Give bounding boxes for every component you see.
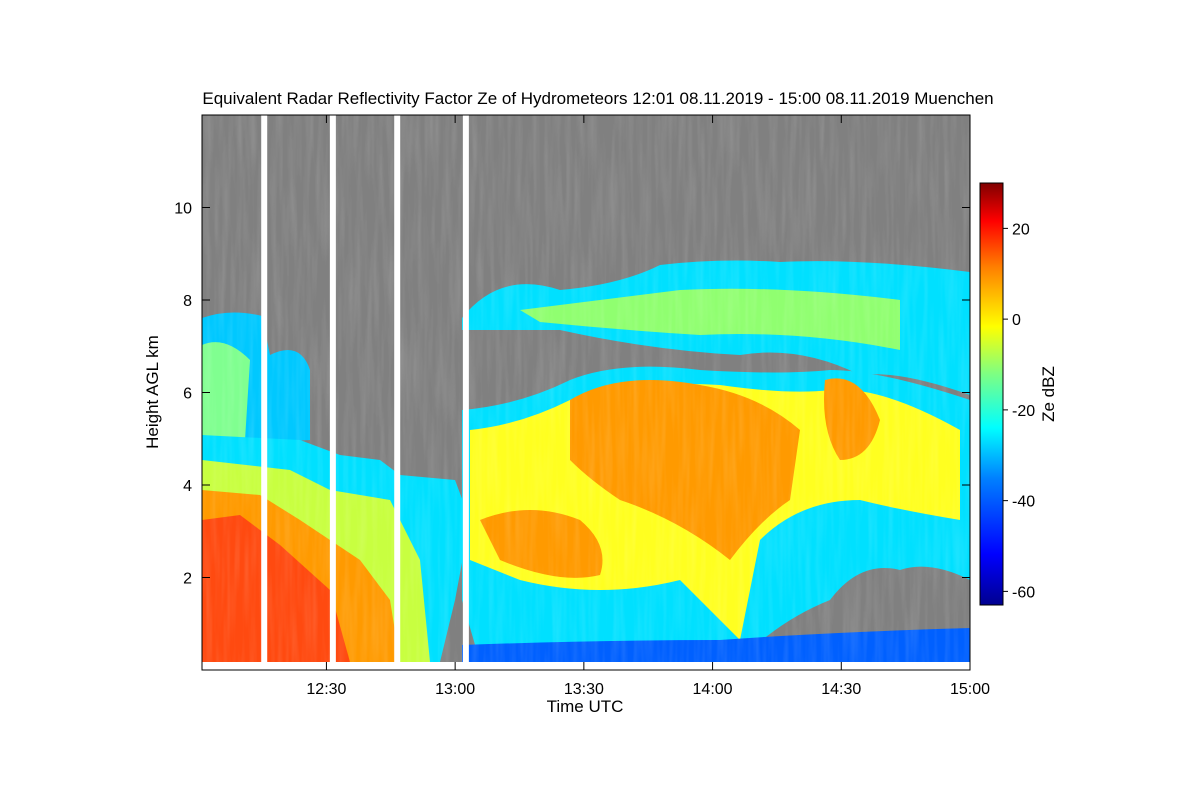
colorbar-ticks: 20 0 -20 -40 -60 bbox=[1003, 221, 1035, 601]
data-gaps bbox=[261, 115, 469, 670]
y-axis: 2 4 6 8 10 bbox=[174, 201, 970, 588]
x-tick-label: 14:00 bbox=[693, 681, 733, 698]
x-axis-label: Time UTC bbox=[547, 697, 624, 716]
colorbar-label: Ze dBZ bbox=[1039, 366, 1058, 422]
data-gap-column bbox=[462, 115, 469, 670]
data-gap-column bbox=[329, 115, 336, 670]
y-tick-label: 8 bbox=[183, 293, 192, 310]
y-tick-label: 4 bbox=[183, 478, 192, 495]
x-tick-label: 15:00 bbox=[950, 681, 990, 698]
data-gap-column bbox=[394, 115, 401, 670]
colorbar: 20 0 -20 -40 -60 Ze dBZ bbox=[979, 182, 1058, 606]
y-tick-label: 2 bbox=[183, 571, 192, 588]
x-tick-label: 14:30 bbox=[821, 681, 861, 698]
colorbar-tick-label: -40 bbox=[1012, 494, 1035, 511]
colorbar-tick-label: 20 bbox=[1012, 221, 1030, 238]
chart-title: Equivalent Radar Reflectivity Factor Ze … bbox=[202, 89, 993, 108]
y-tick-label: 6 bbox=[183, 386, 192, 403]
colorbar-tick-label: -20 bbox=[1012, 403, 1035, 420]
y-axis-label: Height AGL km bbox=[143, 335, 162, 449]
lowest-gate-strip bbox=[202, 662, 970, 670]
x-axis: 12:30 13:00 13:30 14:00 14:30 15:00 bbox=[306, 115, 990, 698]
colorbar-tick-label: -60 bbox=[1012, 584, 1035, 601]
colorbar-gradient bbox=[979, 182, 1004, 606]
colorbar-tick-label: 0 bbox=[1012, 312, 1021, 329]
x-tick-label: 13:30 bbox=[564, 681, 604, 698]
x-tick-label: 12:30 bbox=[306, 681, 346, 698]
x-tick-label: 13:00 bbox=[435, 681, 475, 698]
y-tick-label: 10 bbox=[174, 201, 192, 218]
streak-texture bbox=[202, 115, 970, 662]
data-gap-column bbox=[261, 115, 268, 670]
plot-area bbox=[202, 115, 970, 670]
